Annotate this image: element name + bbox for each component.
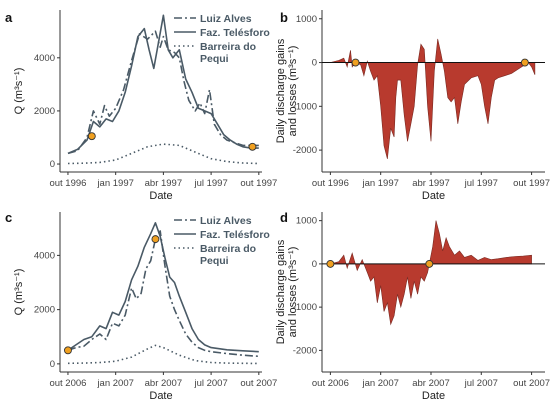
x-tick-label: jan 1997	[361, 178, 398, 189]
x-tick-label: jul 1997	[193, 178, 227, 189]
legend-entry: Luiz Alves	[200, 13, 252, 25]
legend-entry-line: Barreira do	[200, 41, 256, 53]
x-tick-label: jul 2007	[193, 378, 227, 389]
y-tick-label: 1000	[296, 14, 317, 25]
y-tick-label: -2000	[293, 345, 317, 356]
x-tick-label: out 2007	[513, 378, 550, 389]
x-tick-label: out 2007	[240, 378, 277, 389]
panel-letter: c	[5, 210, 12, 225]
y-axis-title-line: Daily discharge gains	[275, 239, 287, 344]
y-tick-label: -2000	[293, 145, 317, 156]
x-tick-label: out 1996	[312, 178, 349, 189]
panel-letter: d	[280, 210, 288, 225]
y-tick-label: -1000	[293, 101, 317, 112]
legend-entry: Barreira do Pequi	[200, 41, 256, 65]
y-axis-title-line: Daily discharge gains	[275, 38, 287, 143]
y-axis-title: Q (m³s⁻¹)	[13, 269, 25, 316]
x-tick-label: jan 2007	[361, 378, 398, 389]
y-tick-label: 4000	[34, 53, 55, 64]
x-tick-label: abr 2007	[412, 378, 450, 389]
x-tick-label: abr 1997	[412, 178, 450, 189]
legend-entry: Faz. Telésforo	[200, 229, 270, 241]
x-tick-label: jan 2007	[96, 378, 133, 389]
x-tick-label: out 2006	[49, 378, 86, 389]
area-fill	[330, 220, 532, 326]
y-axis-title: Daily discharge gainsand losses (m³s⁻¹)	[275, 38, 299, 143]
legend-entry-line: Barreira do	[200, 243, 256, 255]
y-tick-label: 2000	[34, 305, 55, 316]
panel-b: b -2000 -1000 0 1000 out 1996 jan 1997 abr 1997…	[275, 10, 550, 202]
legend-entry: Luiz Alves	[200, 215, 252, 227]
x-axis-title: Date	[149, 390, 172, 402]
y-axis-title-line: and losses (m³s⁻¹)	[287, 247, 299, 338]
y-tick-label: 0	[312, 58, 317, 69]
y-tick-label: 2000	[34, 106, 55, 117]
panel-letter: a	[5, 10, 13, 25]
highlight-marker	[351, 58, 360, 67]
highlight-marker	[326, 259, 335, 268]
x-tick-label: jul 2007	[464, 378, 498, 389]
series-line	[67, 344, 259, 365]
x-tick-label: out 1996	[49, 178, 86, 189]
highlight-marker	[248, 142, 257, 151]
highlight-marker	[520, 58, 529, 67]
x-axis-title: Date	[149, 190, 172, 202]
series-line	[67, 222, 259, 353]
y-axis-title: Q (m³s⁻¹)	[13, 68, 25, 115]
y-tick-label: 0	[50, 359, 55, 370]
x-axis-title: Date	[422, 190, 445, 202]
series-line	[67, 230, 259, 358]
y-tick-label: 0	[50, 159, 55, 170]
highlight-marker	[87, 132, 96, 141]
y-axis-title-line: and losses (m³s⁻¹)	[287, 46, 299, 137]
highlight-marker	[425, 259, 434, 268]
panel-d: d -2000 -1000 0 1000 out 2006 jan 2007 abr 2007…	[275, 210, 550, 402]
legend-entry-line: Pequi	[200, 255, 229, 267]
legend-entry: Barreira do Pequi	[200, 243, 256, 267]
x-tick-label: jul 1997	[464, 178, 498, 189]
x-tick-label: out 2006	[312, 378, 349, 389]
area-fill	[330, 38, 536, 159]
x-tick-label: abr 1997	[145, 178, 183, 189]
x-tick-label: out 1997	[513, 178, 550, 189]
x-axis-title: Date	[422, 390, 445, 402]
legend-entry: Faz. Telésforo	[200, 27, 270, 39]
panel-letter: b	[280, 10, 288, 25]
x-tick-label: jan 1997	[96, 178, 133, 189]
y-tick-label: 4000	[34, 250, 55, 261]
highlight-marker	[151, 235, 160, 244]
highlight-marker	[64, 346, 72, 355]
panel-c: c 0 2000 4000 out 2006 jan 2007 abr 2007 jul 20…	[5, 210, 277, 402]
series-line	[67, 14, 259, 155]
y-tick-label: 1000	[296, 216, 317, 227]
legend-entry-line: Pequi	[200, 53, 229, 65]
series-line	[67, 143, 259, 165]
x-tick-label: out 1997	[240, 178, 277, 189]
series-line	[67, 30, 259, 155]
y-tick-label: 0	[312, 259, 317, 270]
panel-a: a 0 2000 4000 out 1996 jan 1997 abr 1997 jul 19…	[5, 10, 277, 202]
x-tick-label: abr 2007	[145, 378, 183, 389]
y-tick-label: -1000	[293, 302, 317, 313]
y-axis-title: Daily discharge gainsand losses (m³s⁻¹)	[275, 239, 299, 344]
